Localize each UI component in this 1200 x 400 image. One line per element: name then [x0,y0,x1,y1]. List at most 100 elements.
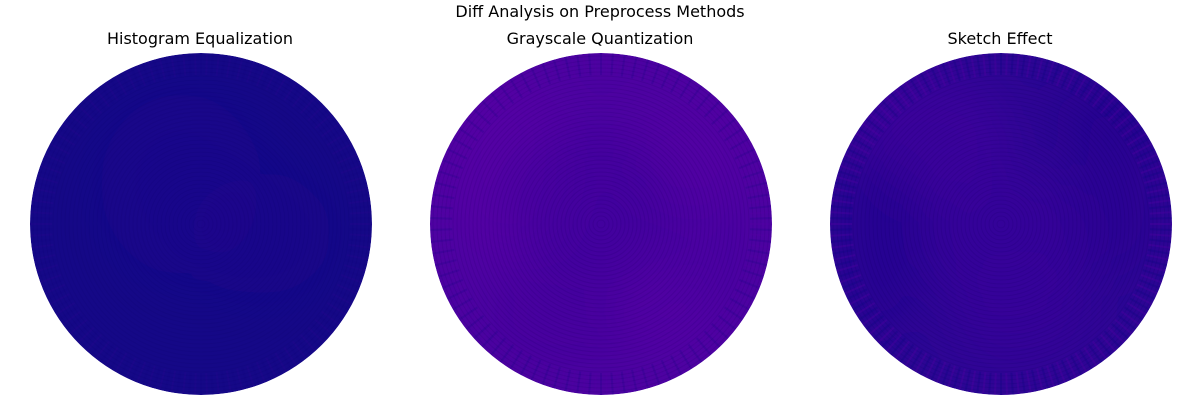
heatmap-angular-spoke [279,349,293,370]
heatmap-angular-spoke [340,274,363,284]
heatmap-angular-spoke [36,175,59,184]
heatmap-angular-spoke [334,148,356,160]
heatmap-angular-spoke [346,187,369,194]
heatmap-angular-spoke [119,355,132,376]
heatmap-angular-spoke [469,319,488,335]
heatmap-angular-spoke [114,75,128,96]
heatmap-angular-spoke [430,211,453,215]
heatmap-angular-spoke [547,61,556,83]
heatmap-angular-spoke [311,108,329,126]
heatmap-angular-spoke [982,372,987,395]
heatmap-angular-spoke [1111,108,1129,126]
heatmap-angular-spoke [1138,278,1160,289]
heatmap-radial-ring [876,99,1126,349]
heatmap-angular-spoke [749,233,772,237]
heatmap-angular-spoke [703,100,721,118]
heatmap-angular-spoke [717,117,737,134]
heatmap-angular-spoke [345,181,368,189]
heatmap-angular-spoke [170,55,177,78]
heatmap-angular-spoke [469,113,488,129]
heatmap-angular-spoke [1147,248,1170,255]
heatmap-angular-spoke [1087,343,1103,363]
heatmap-angular-spoke [894,88,911,108]
heatmap-angular-spoke [890,92,906,111]
heatmap-angular-spoke [430,228,453,231]
heatmap-angular-spoke [307,326,325,344]
heatmap-angular-spoke [726,132,747,146]
heatmap-angular-spoke [720,122,740,138]
heatmap-angular-spoke [729,297,750,311]
heatmap-angular-spoke [1148,199,1171,205]
heatmap-angular-spoke [1138,159,1160,170]
heatmap-angular-spoke [1091,340,1108,360]
panel-grayscale-quantization: Grayscale Quantization [400,28,800,400]
heatmap-angular-spoke [838,269,860,278]
heatmap-angular-spoke [1010,372,1014,395]
heatmap-radial-ring [976,199,1026,249]
heatmap-radial-ring [516,139,686,309]
heatmap-angular-spoke [141,363,151,386]
heatmap-angular-spoke [1005,53,1008,76]
heatmap-angular-spoke [65,117,85,134]
heatmap-angular-spoke [236,368,244,391]
heatmap-angular-spoke [1134,148,1156,160]
heatmap-angular-spoke [205,53,208,76]
heatmap-angular-spoke [34,259,57,267]
heatmap-angular-spoke [536,361,547,383]
heatmap-angular-spoke [125,69,137,91]
heatmap-angular-spoke [314,113,333,129]
heatmap-angular-spoke [39,164,62,174]
heatmap-angular-spoke [170,370,177,393]
heatmap-radial-ring [924,147,1078,301]
heatmap-angular-spoke [490,92,506,111]
heatmap-angular-spoke [62,122,82,138]
heatmap-radial-ring [592,215,610,233]
heatmap-angular-spoke [1142,269,1164,278]
heatmap-angular-spoke [881,330,899,348]
heatmap-angular-spoke [182,372,187,395]
heatmap-angular-spoke [1046,61,1055,83]
heatmap-angular-spoke [442,278,464,289]
heatmap-angular-spoke [749,238,772,243]
heatmap-angular-spoke [748,243,771,249]
heatmap-radial-ring [904,127,1098,321]
heatmap-angular-spoke [504,346,519,367]
heatmap-angular-spoke [849,142,870,155]
heatmap-radial-ring [48,71,354,377]
heatmap-angular-spoke [746,254,769,261]
heatmap-angular-spoke [432,248,455,255]
heatmap-angular-spoke [885,96,903,114]
heatmap-angular-spoke [869,113,888,129]
heatmap-radial-ring [88,111,314,337]
heatmap-angular-spoke [439,164,462,174]
heatmap-angular-spoke [1020,54,1026,77]
heatmap-radial-ring [540,163,662,285]
heatmap-angular-spoke [349,211,372,215]
heatmap-angular-spoke [1083,346,1098,367]
heatmap-radial-ring [880,103,1122,345]
heatmap-angular-spoke [941,363,951,386]
heatmap-angular-spoke [251,62,261,85]
heatmap-angular-spoke [73,322,91,340]
heatmap-angular-spoke [699,334,717,352]
heatmap-angular-spoke [125,357,137,379]
heatmap-radial-ring [432,55,770,393]
heatmap-angular-spoke [343,175,366,184]
heatmap-angular-spoke [499,343,515,363]
heatmap-angular-spoke [303,100,321,118]
heatmap-radial-ring [936,159,1066,289]
heatmap-radial-ring [960,183,1042,265]
heatmap-angular-spoke [740,164,763,174]
heatmap-angular-spoke [1114,319,1133,335]
heatmap-angular-spoke [988,372,992,395]
heatmap-angular-spoke [833,254,856,261]
heatmap-radial-ring [844,67,1158,381]
heatmap-angular-spoke [77,104,95,122]
heatmap-angular-spoke [42,278,64,289]
heatmap-angular-spoke [1041,59,1050,82]
heatmap-radial-ring [36,59,366,389]
heatmap-angular-spoke [336,153,358,165]
heatmap-angular-spoke [834,259,857,267]
heatmap-angular-spoke [1051,363,1061,386]
heatmap-angular-spoke [336,283,358,295]
